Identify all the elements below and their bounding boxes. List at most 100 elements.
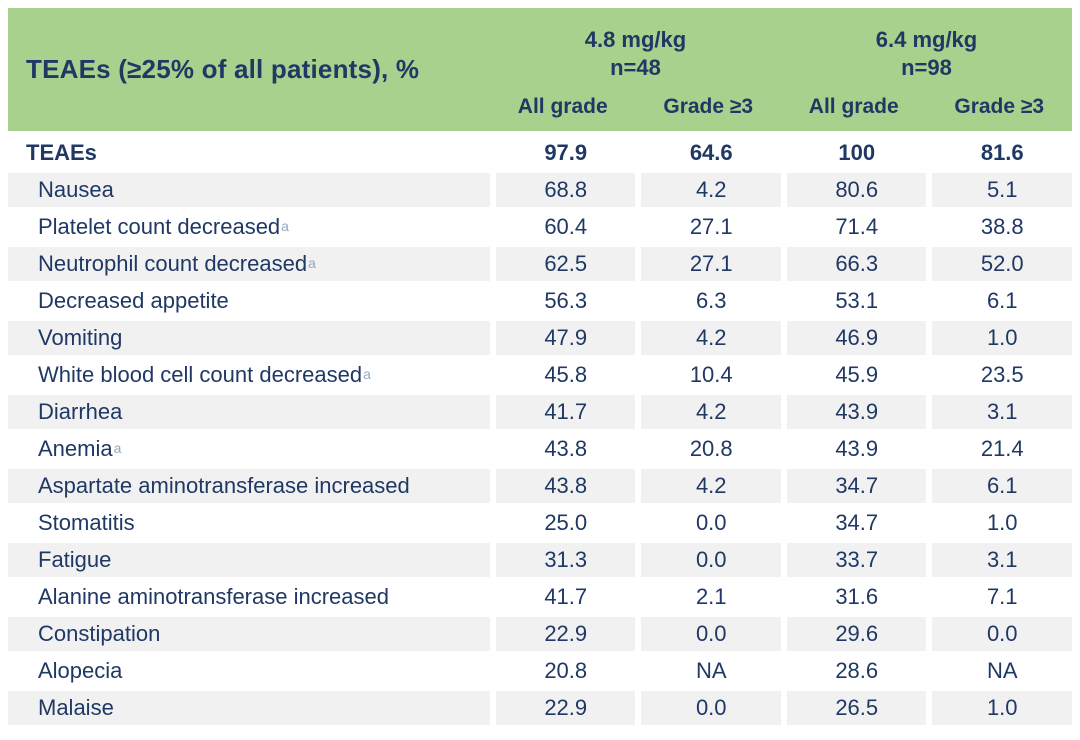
table-row: Fatigue 31.3 0.0 33.7 3.1 (8, 543, 1072, 577)
table-row: Nausea 68.8 4.2 80.6 5.1 (8, 173, 1072, 207)
adverse-event-label: Stomatitis (38, 510, 135, 535)
table-row: Aspartate aminotransferase increased 43.8… (8, 469, 1072, 503)
adverse-event-label-cell: Nausea (8, 173, 490, 207)
value-cell: 41.7 (489, 395, 636, 429)
value-cell: 62.5 (489, 247, 636, 281)
value-cell: 27.1 (635, 210, 781, 244)
value-cell: 81.6 (926, 136, 1072, 170)
value-cell: 0.0 (635, 543, 781, 577)
dose-label: 6.4 mg/kg (875, 27, 978, 52)
table-row: Diarrhea 41.7 4.2 43.9 3.1 (8, 395, 1072, 429)
adverse-event-label: Alanine aminotransferase increased (38, 584, 389, 609)
n-label: n=98 (901, 54, 952, 80)
table-row: Alopecia 20.8 NA 28.6 NA (8, 654, 1072, 688)
table-row: Neutrophil count decreased a 62.5 27.1 66.3 5… (8, 247, 1072, 281)
adverse-event-label-cell: Platelet count decreased a (38, 214, 289, 239)
value-cell: 10.4 (635, 358, 781, 392)
value-cell: 0.0 (635, 691, 781, 725)
column-header-grade-ge3-2: Grade ≥3 (954, 95, 1045, 118)
adverse-event-label-cell: Aspartate aminotransferase increased (8, 469, 490, 503)
value-cell: 4.2 (635, 173, 781, 207)
value-cell: 6.1 (926, 284, 1072, 318)
value-cell: 0.0 (926, 617, 1072, 651)
value-cell: 22.9 (489, 691, 636, 725)
adverse-event-label: Neutrophil count decreased (38, 251, 308, 276)
table-row: Decreased appetite 56.3 6.3 53.1 6.1 (8, 284, 1072, 318)
adverse-event-label-cell: Alanine aminotransferase increased (8, 580, 490, 614)
value-cell: 47.9 (489, 321, 636, 355)
value-cell: 80.6 (780, 173, 927, 207)
adverse-event-label: TEAEs (26, 140, 97, 165)
value-cell: 100 (780, 136, 927, 170)
value-cell: 68.8 (489, 173, 636, 207)
value-cell: 43.9 (780, 432, 927, 466)
value-cell: 7.1 (926, 580, 1072, 614)
value-cell: 0.0 (635, 506, 781, 540)
adverse-event-label: Anemia (38, 436, 113, 461)
dose-label: 4.8 mg/kg (584, 27, 687, 52)
value-cell: 53.1 (780, 284, 927, 318)
value-cell: 64.6 (635, 136, 781, 170)
value-cell: 31.6 (780, 580, 927, 614)
value-cell: 34.7 (780, 469, 927, 503)
adverse-event-label-cell: Alopecia (8, 654, 490, 688)
value-cell: 56.3 (489, 284, 636, 318)
value-cell: 1.0 (926, 691, 1072, 725)
adverse-event-label-cell: Stomatitis (8, 506, 490, 540)
value-cell: NA (635, 654, 781, 688)
value-cell: 31.3 (489, 543, 636, 577)
value-cell: 4.2 (635, 395, 781, 429)
value-cell: 1.0 (926, 321, 1072, 355)
table-row: Anemia a 43.8 20.8 43.9 21.4 (8, 432, 1072, 466)
value-cell: 2.1 (635, 580, 781, 614)
n-label: n=48 (610, 54, 661, 80)
value-cell: 45.9 (780, 358, 927, 392)
value-cell: 27.1 (635, 247, 781, 281)
adverse-event-label: Nausea (38, 177, 114, 202)
adverse-event-label: Malaise (38, 695, 114, 720)
value-cell: 41.7 (489, 580, 636, 614)
value-cell: 28.6 (780, 654, 927, 688)
table-row: Constipation 22.9 0.0 29.6 0.0 (8, 617, 1072, 651)
value-cell: 5.1 (926, 173, 1072, 207)
table-row: Malaise 22.9 0.0 26.5 1.0 (8, 691, 1072, 725)
adverse-event-label-cell: Constipation (8, 617, 490, 651)
value-cell: 6.1 (926, 469, 1072, 503)
value-cell: 66.3 (780, 247, 927, 281)
value-cell: 22.9 (489, 617, 636, 651)
value-cell: 52.0 (926, 247, 1072, 281)
value-cell: 29.6 (780, 617, 927, 651)
table-row: Alanine aminotransferase increased 41.7 2.… (8, 580, 1072, 614)
value-cell: NA (926, 654, 1072, 688)
value-cell: 0.0 (635, 617, 781, 651)
column-header-all-grade-2: All grade (808, 95, 899, 118)
value-cell: 34.7 (780, 506, 927, 540)
value-cell: 4.2 (635, 469, 781, 503)
value-cell: 26.5 (780, 691, 927, 725)
value-cell: 97.9 (489, 136, 636, 170)
adverse-event-label: Fatigue (38, 547, 112, 572)
value-cell: 25.0 (489, 506, 636, 540)
column-header-grade-ge3-1: Grade ≥3 (663, 95, 754, 118)
table-row: TEAEs 97.9 64.6 100 81.6 (8, 136, 1072, 170)
column-header-all-grade-1: All grade (517, 95, 608, 118)
table-title: TEAEs (≥25% of all patients), % (26, 54, 420, 84)
table-row: Platelet count decreased a 60.4 27.1 71.4 38.… (8, 210, 1072, 244)
table-row: White blood cell count decreased a 45.8 10.… (8, 358, 1072, 392)
table-row: Stomatitis 25.0 0.0 34.7 1.0 (8, 506, 1072, 540)
value-cell: 3.1 (926, 543, 1072, 577)
value-cell: 60.4 (489, 210, 636, 244)
adverse-event-label-cell: Vomiting (8, 321, 490, 355)
value-cell: 20.8 (489, 654, 636, 688)
adverse-event-label: Aspartate aminotransferase increased (38, 473, 410, 498)
adverse-event-label-cell: Diarrhea (8, 395, 490, 429)
value-cell: 6.3 (635, 284, 781, 318)
table-row: Vomiting 47.9 4.2 46.9 1.0 (8, 321, 1072, 355)
adverse-event-label-cell: Anemia a (38, 436, 122, 461)
adverse-event-label: Vomiting (38, 325, 123, 350)
value-cell: 43.8 (489, 469, 636, 503)
adverse-event-label: Platelet count decreased (38, 214, 281, 239)
value-cell: 23.5 (926, 358, 1072, 392)
dose-group-header-4-8: 4.8 mg/kg n=48 (490, 8, 781, 93)
